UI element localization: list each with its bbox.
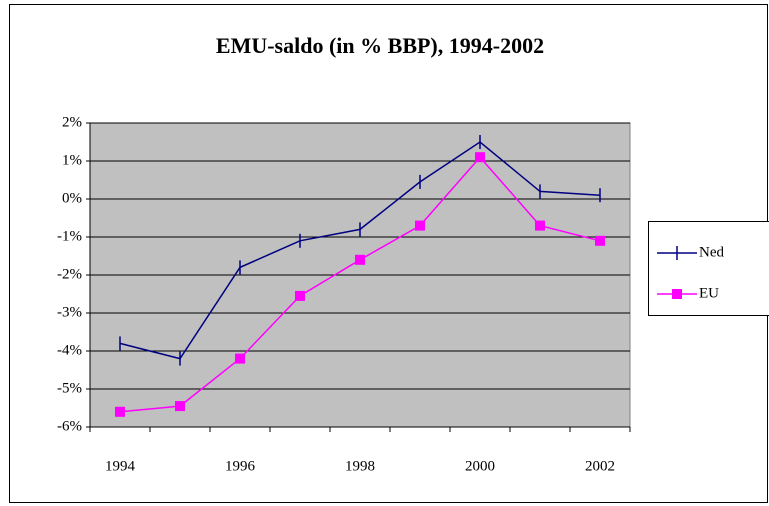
y-tick-label: 2% — [62, 114, 82, 130]
legend-marker — [672, 289, 682, 299]
marker — [175, 401, 185, 412]
marker — [595, 235, 605, 246]
y-tick-label: -1% — [57, 228, 82, 244]
y-tick-label: -6% — [57, 418, 82, 434]
marker — [475, 152, 485, 163]
marker — [115, 406, 125, 417]
legend-label: EU — [699, 285, 719, 301]
marker — [535, 220, 545, 231]
x-tick-label: 2000 — [465, 458, 495, 474]
legend-label: Ned — [699, 244, 724, 260]
x-tick-label: 1996 — [225, 458, 256, 474]
y-tick-label: -3% — [57, 304, 82, 320]
x-tick-label: 1998 — [345, 458, 375, 474]
y-tick-label: -4% — [57, 342, 82, 358]
chart-title: EMU-saldo (in % BBP), 1994-2002 — [216, 33, 544, 58]
y-tick-label: -5% — [57, 380, 82, 396]
marker — [295, 290, 305, 301]
marker — [235, 353, 245, 364]
x-tick-label: 2002 — [585, 458, 615, 474]
y-tick-label: 0% — [62, 190, 82, 206]
y-tick-label: -2% — [57, 266, 82, 282]
y-tick-label: 1% — [62, 152, 82, 168]
x-tick-label: 1994 — [105, 458, 136, 474]
legend — [648, 221, 769, 316]
marker — [415, 220, 425, 231]
marker — [355, 254, 365, 265]
